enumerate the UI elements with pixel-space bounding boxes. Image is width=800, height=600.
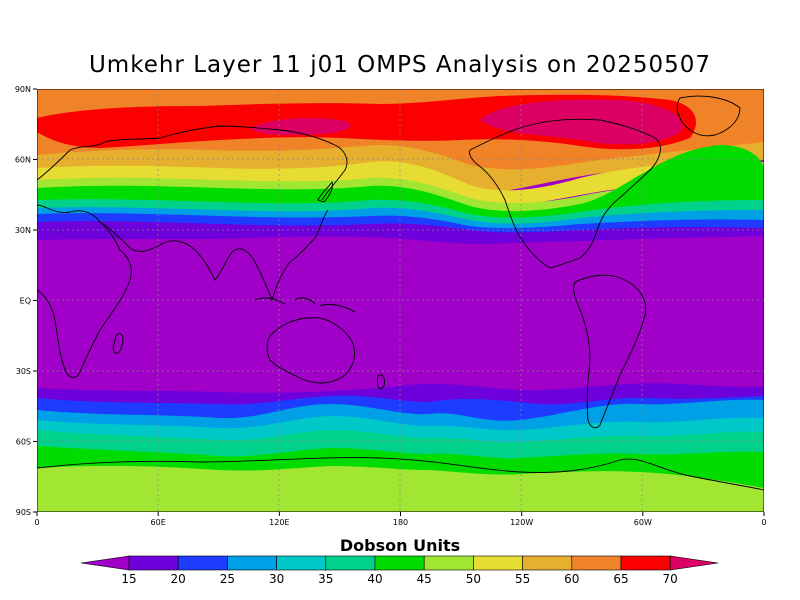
lat-tick-label: 90N — [15, 85, 31, 94]
lon-tick-label: 120E — [269, 518, 289, 527]
colorbar-level-label: 20 — [170, 572, 186, 586]
colorbar-segment — [374, 555, 425, 571]
colorbar-level-label: 25 — [219, 572, 236, 586]
colorbar-segment — [325, 555, 376, 571]
colorbar-level-label: 35 — [318, 572, 334, 586]
coast-nz — [377, 374, 385, 390]
coast-north-america — [469, 118, 661, 269]
lat-tick-label: 30S — [16, 367, 31, 376]
colorbar-segment — [128, 555, 179, 571]
colorbar-segment — [473, 555, 523, 571]
colorbar-level-label: 50 — [465, 572, 482, 586]
lat-tick-label: EQ — [20, 297, 31, 306]
nh-band-indigo — [37, 221, 764, 244]
colorbar-title: Dobson Units — [339, 536, 461, 555]
lat-tick-label: 60N — [15, 156, 31, 165]
lon-tick-label: 0 — [761, 518, 766, 527]
colorbar-segment — [423, 555, 474, 571]
coast-africa — [37, 204, 132, 378]
coast-eurasia-north — [37, 125, 348, 201]
lon-tick-label: 0 — [34, 518, 39, 527]
colorbar-level-label: 45 — [416, 572, 432, 586]
coast-eurasia-south — [99, 209, 329, 302]
colorbar-segment — [227, 555, 277, 571]
colorbar-segment — [177, 555, 228, 571]
lon-tick-label: 120W — [510, 518, 533, 527]
colorbar-level-label: 65 — [613, 572, 629, 586]
colorbar-level-label: 30 — [268, 572, 285, 586]
colorbar-level-label: 40 — [367, 572, 383, 586]
lat-tick-label: 30N — [15, 226, 31, 235]
colorbar-segment — [522, 555, 573, 571]
lon-tick-label: 180 — [393, 518, 408, 527]
coast-greenland — [676, 95, 741, 137]
colorbar-level-label: 70 — [662, 572, 678, 586]
coast-antarctica — [37, 457, 764, 491]
colorbar-segment — [571, 555, 622, 571]
colorbar-segment — [276, 555, 327, 571]
coast-australia — [266, 317, 356, 384]
lat-tick-label: 90S — [16, 508, 31, 517]
colorbar-level-label: 60 — [564, 572, 580, 586]
lat-tick-label: 60S — [16, 438, 31, 447]
lon-tick-label: 60E — [151, 518, 166, 527]
nh-band-magenta — [480, 99, 683, 145]
lat-axis: 90N 60N 30N EQ 30S 60S 90S — [15, 85, 37, 517]
coast-madagascar — [112, 333, 124, 354]
colorbar-level-label: 55 — [514, 572, 531, 586]
grid-lines — [37, 89, 764, 512]
colorbar — [80, 555, 719, 571]
sh-band-lime — [37, 465, 764, 512]
colorbar-level-label: 15 — [121, 572, 137, 586]
nh-band-magenta-2 — [250, 118, 351, 136]
colorbar-min-arrow — [80, 555, 130, 571]
coast-japan — [317, 180, 333, 203]
lon-tick-label: 60W — [634, 518, 652, 527]
colorbar-max-arrow — [669, 555, 719, 571]
colorbar-segment — [620, 555, 671, 571]
lon-axis: 0 60E 120E 180 120W 60W 0 — [34, 512, 767, 527]
coast-south-america — [573, 274, 647, 429]
coastlines — [37, 95, 764, 491]
coast-indonesia — [254, 297, 356, 313]
map-title: Umkehr Layer 11 j01 OMPS Analysis on 202… — [88, 52, 712, 78]
ozone-field — [37, 89, 764, 512]
